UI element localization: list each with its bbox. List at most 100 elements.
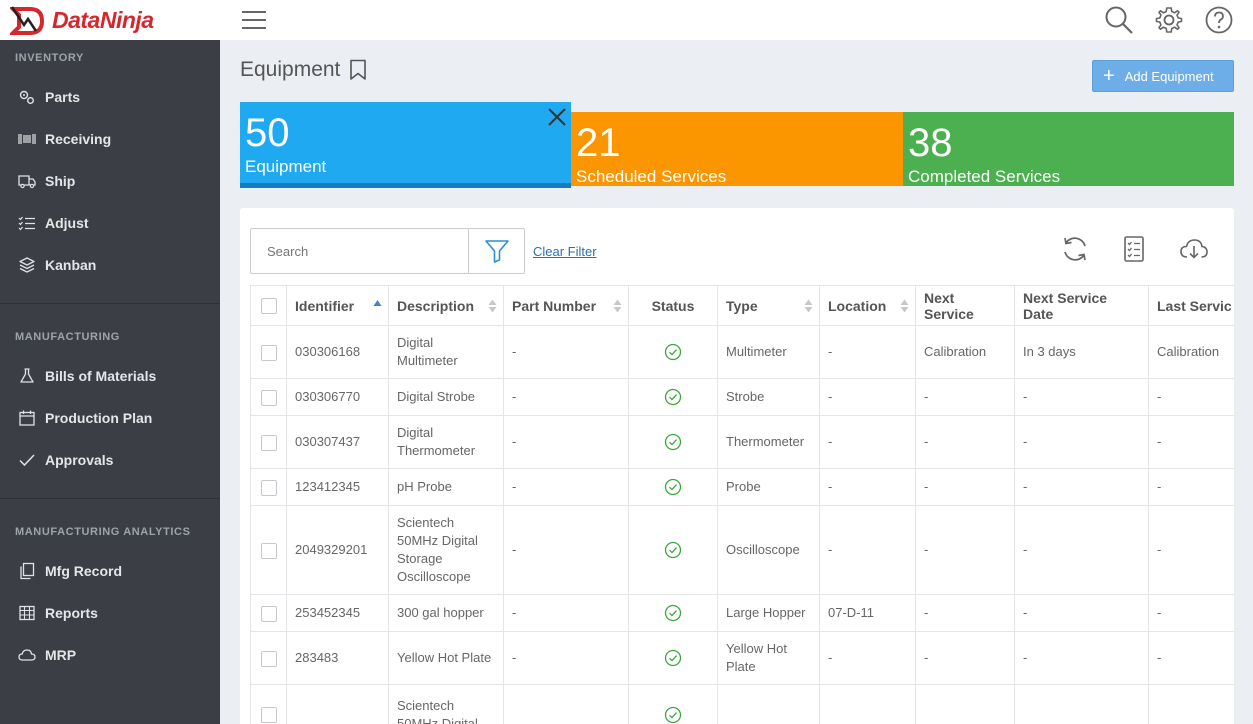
close-icon[interactable] — [546, 106, 568, 128]
column-header-last-service[interactable]: Last Servic — [1148, 285, 1234, 326]
row-checkbox[interactable] — [260, 389, 277, 406]
column-header-label: Status — [651, 297, 695, 314]
add-equipment-button[interactable]: + Add Equipment — [1092, 60, 1234, 92]
sidebar-item-adjust[interactable]: Adjust — [0, 205, 220, 241]
cell-text: - — [512, 479, 517, 494]
cell-next-service-date: - — [1014, 594, 1149, 632]
cell-text: Strobe — [726, 389, 765, 404]
column-header-next-service-date[interactable]: Next Service Date — [1014, 285, 1149, 326]
cell-location: - — [819, 415, 916, 469]
sidebar-item-label: Adjust — [45, 215, 89, 231]
bookmark-icon[interactable] — [349, 59, 367, 81]
row-checkbox[interactable] — [260, 344, 277, 361]
table-row[interactable]: 030306168 Digital Multimeter - Multimeter - C… — [250, 325, 1234, 379]
cell-next-service-date: In 3 days — [1014, 325, 1149, 379]
status-ok-icon — [664, 344, 682, 361]
cell-text: Large Hopper — [726, 605, 806, 620]
row-select-cell — [250, 468, 287, 506]
sidebar-item-label: Parts — [45, 89, 81, 105]
sidebar-item-ship[interactable]: Ship — [0, 163, 220, 199]
column-header-location[interactable]: Location — [819, 285, 916, 326]
cell-location: - — [819, 378, 916, 416]
cell-text: - — [1157, 542, 1162, 557]
column-header-next-service[interactable]: Next Service — [915, 285, 1015, 326]
cell-part-number: - — [503, 325, 629, 379]
plus-icon: + — [1103, 65, 1115, 87]
sidebar-item-receiving[interactable]: Receiving — [0, 121, 220, 157]
sidebar-item-label: Mfg Record — [45, 563, 122, 579]
cell-last-service: - — [1148, 378, 1234, 416]
refresh-icon[interactable] — [1060, 234, 1090, 264]
column-header-part-number[interactable]: Part Number — [503, 285, 629, 326]
cloud-download-icon[interactable] — [1179, 234, 1209, 264]
table-row[interactable]: 030306770 Digital Strobe - Strobe - - - - — [250, 378, 1234, 416]
list-view-icon[interactable] — [1119, 234, 1149, 264]
search-icon[interactable] — [1104, 5, 1134, 35]
status-ok-icon — [664, 542, 682, 559]
table-row[interactable]: 253452345 300 gal hopper - Large Hopper 07-D… — [250, 594, 1234, 632]
cell-text: 07-D-11 — [828, 605, 875, 620]
cell-text: pH Probe — [397, 479, 452, 494]
cell-text: Yellow Hot Plate — [397, 650, 492, 665]
sidebar-item-kanban[interactable]: Kanban — [0, 247, 220, 283]
equipment-card[interactable]: 50 Equipment — [240, 102, 571, 188]
table-row[interactable]: 030307437 Digital Thermometer - Thermometer… — [250, 415, 1234, 469]
column-header-identifier[interactable]: Identifier — [286, 285, 389, 326]
grid-icon — [19, 605, 35, 621]
table-row[interactable]: 123412345 pH Probe - Probe - - - - — [250, 468, 1234, 506]
table-row[interactable]: Scientech 50MHz Digital — [250, 684, 1234, 724]
sidebar-item-approvals[interactable]: Approvals — [0, 442, 220, 478]
column-header-description[interactable]: Description — [388, 285, 504, 326]
cell-last-service — [1148, 684, 1234, 724]
cell-text: - — [1157, 389, 1162, 404]
hamburger-icon[interactable] — [241, 8, 267, 32]
cell-status — [628, 378, 718, 416]
column-header-status[interactable]: Status — [628, 285, 718, 326]
filter-button[interactable] — [468, 228, 525, 274]
column-header-type[interactable]: Type — [717, 285, 820, 326]
select-all-checkbox[interactable] — [260, 298, 277, 315]
completed-services-card[interactable]: 38 Completed Services — [903, 112, 1234, 186]
status-ok-icon — [664, 434, 682, 451]
cell-next-service-date: - — [1014, 505, 1149, 595]
cell-next-service: - — [915, 415, 1015, 469]
logo[interactable]: DataNinja — [10, 4, 154, 36]
sidebar-item-bills-of-materials[interactable]: Bills of Materials — [0, 358, 220, 394]
table-row[interactable]: 2049329201 Scientech 50MHz Digital Storag… — [250, 505, 1234, 595]
row-checkbox[interactable] — [260, 650, 277, 667]
sidebar-item-parts[interactable]: Parts — [0, 79, 220, 115]
row-checkbox[interactable] — [260, 542, 277, 559]
cell-description: Yellow Hot Plate — [388, 631, 504, 685]
scheduled-services-card[interactable]: 21 Scheduled Services — [571, 112, 903, 186]
cell-last-service: - — [1148, 594, 1234, 632]
help-icon[interactable] — [1204, 5, 1234, 35]
search-input[interactable] — [250, 228, 469, 274]
sidebar-item-production-plan[interactable]: Production Plan — [0, 400, 220, 436]
row-checkbox[interactable] — [260, 707, 277, 724]
table-row[interactable]: 283483 Yellow Hot Plate - Yellow Hot Plate -… — [250, 631, 1234, 685]
cell-part-number: - — [503, 468, 629, 506]
cell-text: - — [1157, 434, 1162, 449]
gear-icon[interactable] — [1154, 5, 1184, 35]
sidebar-item-mfg-record[interactable]: Mfg Record — [0, 553, 220, 589]
row-checkbox[interactable] — [260, 434, 277, 451]
cell-text: - — [1023, 389, 1028, 404]
row-checkbox[interactable] — [260, 605, 277, 622]
cell-description: Digital Multimeter — [388, 325, 504, 379]
cell-text: - — [512, 344, 517, 359]
sidebar-item-reports[interactable]: Reports — [0, 595, 220, 631]
cell-description: pH Probe — [388, 468, 504, 506]
cell-type: Strobe — [717, 378, 820, 416]
row-select-cell — [250, 594, 287, 632]
cell-part-number: - — [503, 378, 629, 416]
sort-asc-icon — [373, 300, 382, 306]
cell-text: Thermometer — [726, 434, 805, 449]
cell-identifier: 030306770 — [286, 378, 389, 416]
checklist-icon — [18, 216, 35, 231]
sidebar-item-mrp[interactable]: MRP — [0, 637, 220, 673]
row-checkbox[interactable] — [260, 479, 277, 496]
column-header-label: Next Service — [924, 289, 974, 322]
clear-filter-link[interactable]: Clear Filter — [533, 244, 597, 259]
cell-last-service: - — [1148, 415, 1234, 469]
cell-status — [628, 325, 718, 379]
